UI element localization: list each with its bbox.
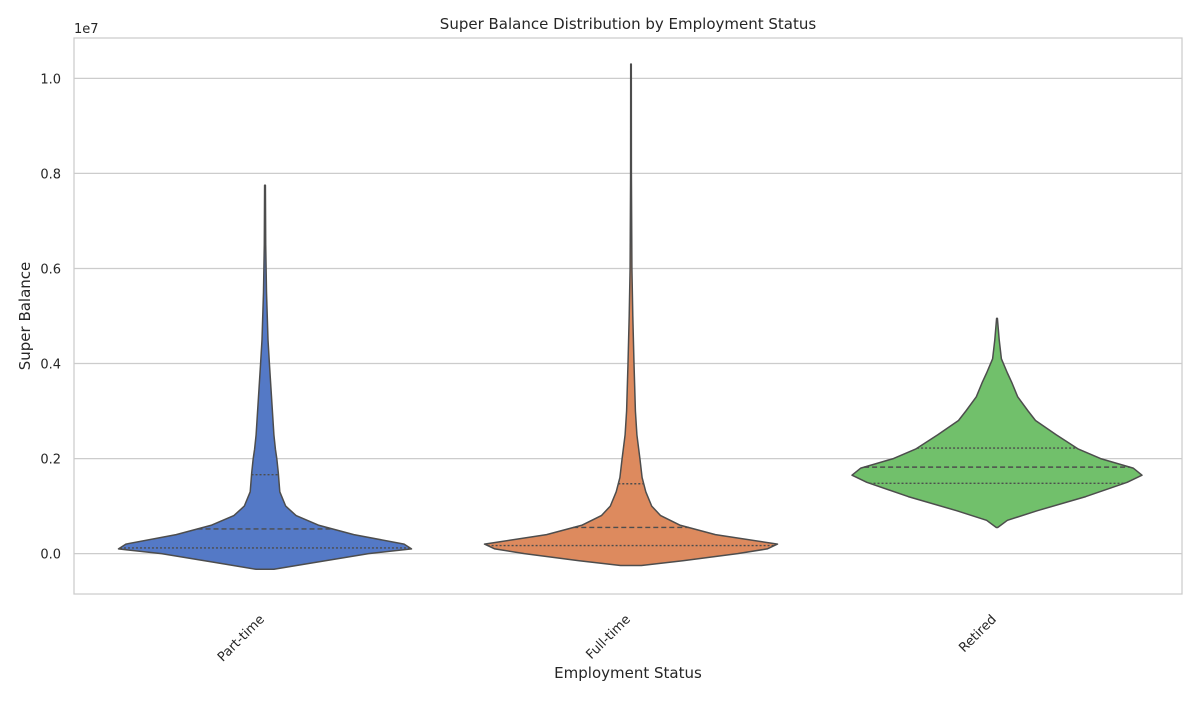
chart-title: Super Balance Distribution by Employment…: [440, 15, 817, 33]
violin-retired: [851, 317, 1143, 529]
y-tick-label: 0.4: [40, 358, 61, 373]
y-tick-label: 0.6: [40, 262, 61, 277]
x-tick-label: Full-time: [583, 612, 633, 662]
y-tick-label: 1.0: [40, 72, 61, 87]
y-axis-scale-label: 1e7: [74, 22, 99, 37]
y-tick-labels: 0.0 0.2 0.4 0.6 0.8 1.0: [40, 72, 61, 562]
plot-frame: [73, 37, 1183, 595]
x-axis-label: Employment Status: [554, 664, 702, 682]
x-tick-labels: Part-time Full-time Retired: [215, 612, 1000, 665]
violin-full-time: [483, 63, 779, 567]
y-tick-label: 0.2: [40, 453, 61, 468]
x-tick-label: Part-time: [215, 612, 268, 665]
y-tick-label: 0.8: [40, 167, 61, 182]
y-axis-label: Super Balance: [16, 262, 34, 371]
x-tick-label: Retired: [956, 612, 999, 655]
violin-part-time: [117, 184, 413, 571]
y-tick-label: 0.0: [40, 548, 61, 563]
violins: [117, 63, 1143, 571]
